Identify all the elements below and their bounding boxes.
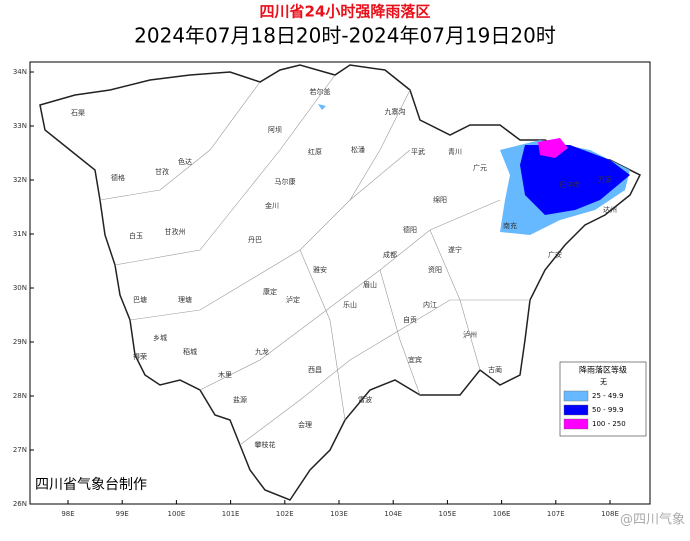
place-label: 平武 xyxy=(411,147,425,156)
lat-label: 26N xyxy=(13,500,27,508)
lat-label: 27N xyxy=(13,446,27,454)
lon-label: 102E xyxy=(276,510,294,518)
place-label: 石渠 xyxy=(71,108,85,117)
place-label: 金川 xyxy=(265,201,279,210)
place-label: 九寨沟 xyxy=(385,107,406,116)
place-label: 德阳 xyxy=(403,225,417,234)
place-label: 西昌 xyxy=(308,366,322,374)
lon-label: 98E xyxy=(61,510,74,518)
lon-label: 104E xyxy=(384,510,402,518)
place-label: 理塘 xyxy=(178,295,192,304)
place-label: 广元 xyxy=(473,163,487,172)
place-label: 红原 xyxy=(308,147,322,156)
legend-title: 降雨落区等级 xyxy=(579,365,627,375)
lat-label: 28N xyxy=(13,392,27,400)
rain-25-49-small xyxy=(318,104,326,110)
place-label: 绵阳 xyxy=(433,195,447,204)
place-label: 泸州 xyxy=(463,330,477,339)
axis-ticks: 34N 33N 32N 31N 30N 29N 28N 27N 26N 98E 99E 100E 101… xyxy=(13,68,619,518)
lon-label: 99E xyxy=(116,510,129,518)
lon-label: 106E xyxy=(493,510,511,518)
place-label: 成都 xyxy=(383,250,397,259)
place-label: 乡城 xyxy=(153,334,167,342)
place-label: 雷波 xyxy=(358,395,372,404)
subtitle: 2024年07月18日20时-2024年07月19日20时 xyxy=(134,24,556,48)
place-label: 甘孜州 xyxy=(165,227,186,236)
place-label: 阿坝 xyxy=(268,125,282,134)
place-label: 宜宾 xyxy=(408,355,422,364)
place-label: 资阳 xyxy=(428,265,442,274)
legend-swatch xyxy=(563,418,589,430)
lon-label: 105E xyxy=(439,510,457,518)
county-borders xyxy=(99,74,530,446)
lon-label: 101E xyxy=(222,510,240,518)
rain-50-99 xyxy=(520,145,630,215)
place-label: 马尔康 xyxy=(275,177,296,186)
place-label: 盐源 xyxy=(233,395,247,404)
place-label: 广安 xyxy=(548,250,562,259)
province-outline xyxy=(39,64,642,501)
lon-label: 103E xyxy=(330,510,348,518)
place-label: 雅安 xyxy=(313,265,327,274)
lat-label: 30N xyxy=(13,284,27,292)
place-label: 自贡 xyxy=(403,315,417,324)
place-label: 泸定 xyxy=(286,295,300,304)
place-label: 青川 xyxy=(448,147,462,156)
place-label: 会理 xyxy=(298,420,312,429)
place-label: 若尔盖 xyxy=(310,87,331,96)
watermark: @四川气象 xyxy=(620,512,685,528)
place-label: 甘孜 xyxy=(155,167,169,176)
lat-label: 29N xyxy=(13,338,27,346)
place-label: 南充 xyxy=(503,221,517,230)
place-label: 九龙 xyxy=(255,347,269,356)
lon-label: 107E xyxy=(547,510,565,518)
legend-swatch xyxy=(563,390,589,402)
place-label: 眉山 xyxy=(363,280,377,289)
lat-label: 32N xyxy=(13,176,27,184)
place-label: 丹巴 xyxy=(248,236,262,244)
legend-label: 50 - 99.9 xyxy=(592,406,623,414)
place-label: 德格 xyxy=(111,173,125,182)
place-label: 康定 xyxy=(263,287,277,296)
lat-label: 33N xyxy=(13,122,27,130)
place-label: 遂宁 xyxy=(448,245,462,254)
place-label: 乐山 xyxy=(343,300,357,309)
title: 四川省24小时强降雨落区 xyxy=(260,3,431,21)
place-label: 达州 xyxy=(603,205,617,214)
place-label: 万源 xyxy=(598,175,612,184)
lat-label: 31N xyxy=(13,230,27,238)
place-label: 攀枝花 xyxy=(255,440,276,449)
legend-swatch xyxy=(563,404,589,416)
place-label: 内江 xyxy=(423,300,437,309)
place-label: 古蔺 xyxy=(488,365,502,374)
credit: 四川省气象台制作 xyxy=(35,477,147,493)
rain-100-250 xyxy=(538,138,568,158)
place-label: 木里 xyxy=(218,370,232,379)
lat-label: 34N xyxy=(13,68,27,76)
lon-label: 100E xyxy=(168,510,186,518)
place-label: 巴中市 xyxy=(560,180,581,189)
place-label: 松潘 xyxy=(351,145,365,154)
place-label: 色达 xyxy=(178,157,192,166)
legend-label: 100 - 250 xyxy=(592,420,626,428)
place-label: 得荣 xyxy=(133,352,147,361)
place-label: 稻城 xyxy=(183,347,197,356)
legend-label: 25 - 49.9 xyxy=(592,392,623,400)
lon-label: 108E xyxy=(601,510,619,518)
place-label: 白玉 xyxy=(129,231,143,240)
place-label: 巴塘 xyxy=(133,295,147,304)
legend-label: 无 xyxy=(600,378,607,386)
